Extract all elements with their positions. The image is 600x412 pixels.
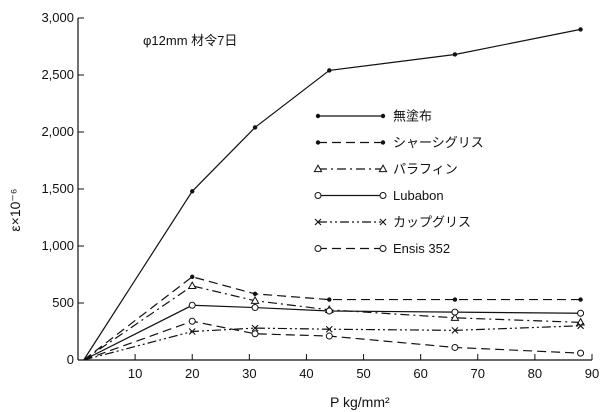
- x-tick-label: 90: [585, 366, 599, 381]
- data-point: [578, 297, 583, 302]
- legend-marker: [380, 140, 386, 145]
- legend-entry: 無塗布: [315, 109, 432, 124]
- data-point: [251, 304, 259, 312]
- series-line: [83, 320, 581, 361]
- series-line: [83, 285, 581, 361]
- series-line: [83, 276, 581, 361]
- chart-annotation: φ12mm 材令7日: [143, 33, 237, 48]
- legend-marker: [314, 245, 322, 252]
- legend-marker: [379, 192, 387, 199]
- legend-label: パラフィン: [393, 162, 458, 177]
- legend-entry: Lubabon: [314, 188, 444, 203]
- legend-marker: [315, 140, 321, 145]
- series-2: [83, 274, 583, 361]
- legend-entry: Ensis 352: [314, 241, 450, 256]
- x-tick-label: 50: [356, 366, 370, 381]
- x-ticks: 10 20 30 40 50 60 70 80 90: [128, 354, 599, 381]
- x-tick-label: 80: [528, 366, 542, 381]
- y-tick-label: 500: [52, 295, 74, 310]
- legend-marker: [314, 218, 322, 226]
- legend-label: シャーシグリス: [393, 135, 484, 150]
- data-point: [187, 281, 197, 289]
- x-tick-label: 20: [185, 366, 199, 381]
- series-6: [83, 317, 585, 361]
- x-tick-label: 10: [128, 366, 142, 381]
- data-point: [450, 313, 460, 321]
- y-tick-label: 2,500: [41, 67, 74, 82]
- legend-marker: [378, 164, 388, 173]
- series-1: [83, 27, 583, 361]
- series-3: [83, 281, 586, 361]
- series-line: [83, 304, 581, 361]
- legend-entry: パラフィン: [313, 162, 458, 177]
- y-tick-label: 1,500: [41, 181, 74, 196]
- data-point: [190, 274, 195, 279]
- series-lines: [83, 27, 586, 361]
- legend-label: カップグリス: [393, 215, 471, 230]
- data-point: [188, 301, 196, 309]
- x-tick-label: 70: [471, 366, 485, 381]
- data-point: [578, 27, 583, 32]
- data-point: [188, 317, 196, 325]
- series-4: [83, 301, 585, 361]
- series-line: [83, 325, 581, 361]
- x-axis-label: P kg/mm²: [330, 394, 390, 410]
- legend-label: 無塗布: [393, 109, 432, 124]
- data-point: [190, 189, 195, 194]
- data-point: [577, 322, 584, 330]
- data-point: [451, 343, 459, 351]
- y-ticks: 0 500 1,000 1,500 2,000 2,500 3,000: [41, 10, 84, 367]
- legend-entry: シャーシグリス: [315, 135, 484, 150]
- y-tick-label: 1,000: [41, 238, 74, 253]
- data-point: [188, 328, 196, 335]
- legend-marker: [314, 192, 322, 199]
- legend-marker: [313, 164, 323, 173]
- legend-entry: カップグリス: [314, 215, 471, 230]
- legend-marker: [380, 113, 386, 119]
- x-tick-label: 30: [242, 366, 256, 381]
- data-point: [452, 52, 458, 57]
- y-axis-label: ε×10⁻⁶: [7, 188, 23, 231]
- data-point: [577, 349, 585, 357]
- data-point: [325, 332, 333, 340]
- data-point: [251, 330, 259, 338]
- series-5: [83, 322, 584, 361]
- data-point: [252, 125, 258, 130]
- y-tick-label: 3,000: [41, 10, 74, 25]
- data-point: [451, 326, 459, 334]
- data-point: [252, 291, 258, 297]
- data-point: [451, 308, 459, 316]
- data-point: [251, 324, 259, 332]
- legend-label: Ensis 352: [393, 241, 450, 256]
- data-point: [577, 309, 585, 317]
- data-point: [325, 307, 333, 315]
- data-point: [250, 295, 260, 304]
- data-point: [327, 297, 332, 302]
- legend-marker: [315, 113, 321, 119]
- legend-marker: [379, 245, 387, 252]
- y-tick-label: 0: [67, 352, 74, 367]
- x-tick-label: 60: [413, 366, 427, 381]
- legend-label: Lubabon: [393, 188, 444, 203]
- data-point: [327, 68, 332, 73]
- x-tick-label: 40: [299, 366, 313, 381]
- legend-marker: [379, 218, 387, 226]
- series-line: [83, 28, 581, 361]
- data-point: [452, 297, 458, 302]
- data-point: [325, 325, 333, 333]
- y-tick-label: 2,000: [41, 124, 74, 139]
